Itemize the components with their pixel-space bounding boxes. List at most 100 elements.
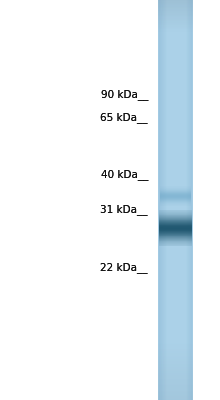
Bar bbox=[159, 218, 192, 219]
Bar bbox=[158, 300, 193, 302]
Bar bbox=[158, 264, 193, 266]
Bar bbox=[159, 210, 192, 211]
Bar bbox=[158, 220, 193, 222]
Bar bbox=[158, 360, 193, 362]
Bar bbox=[158, 52, 193, 54]
Bar bbox=[158, 215, 193, 216]
Bar bbox=[158, 293, 193, 295]
Bar bbox=[158, 387, 193, 388]
Bar bbox=[158, 317, 193, 319]
Bar bbox=[158, 388, 193, 390]
Bar bbox=[158, 236, 193, 238]
Bar bbox=[158, 259, 193, 260]
Bar bbox=[164, 0, 166, 400]
Bar bbox=[158, 225, 193, 227]
Bar bbox=[158, 227, 193, 228]
Bar bbox=[158, 47, 193, 48]
Bar bbox=[161, 0, 163, 400]
Bar bbox=[158, 192, 193, 194]
Bar bbox=[158, 177, 193, 179]
Bar bbox=[158, 357, 193, 359]
Bar bbox=[158, 325, 193, 327]
Bar bbox=[158, 336, 193, 338]
Bar bbox=[159, 234, 192, 235]
Bar bbox=[158, 311, 193, 312]
Bar bbox=[158, 327, 193, 328]
Bar bbox=[158, 281, 193, 283]
Bar bbox=[158, 85, 193, 87]
Bar bbox=[159, 228, 192, 229]
Bar bbox=[158, 196, 193, 198]
Bar bbox=[158, 163, 193, 164]
Bar bbox=[158, 136, 193, 138]
Bar bbox=[158, 389, 193, 391]
Bar bbox=[158, 191, 193, 192]
Bar bbox=[158, 21, 193, 23]
Bar bbox=[159, 0, 161, 400]
Bar bbox=[158, 271, 193, 272]
Bar bbox=[158, 87, 193, 88]
Bar bbox=[158, 63, 193, 64]
Bar bbox=[158, 340, 193, 342]
Bar bbox=[158, 99, 193, 100]
Bar bbox=[159, 231, 192, 232]
Bar bbox=[158, 216, 193, 218]
Bar bbox=[158, 383, 193, 384]
Bar bbox=[158, 19, 193, 20]
Bar bbox=[158, 315, 193, 316]
Bar bbox=[158, 161, 193, 163]
Bar bbox=[158, 251, 193, 252]
Bar bbox=[158, 117, 193, 119]
Bar bbox=[158, 231, 193, 232]
Bar bbox=[159, 220, 192, 221]
Bar bbox=[158, 221, 193, 223]
Bar bbox=[158, 131, 193, 132]
Bar bbox=[158, 148, 193, 150]
Bar bbox=[158, 179, 193, 180]
Bar bbox=[158, 32, 193, 34]
Bar bbox=[158, 75, 193, 76]
Bar bbox=[158, 245, 193, 247]
Bar bbox=[158, 173, 193, 175]
Bar bbox=[163, 0, 165, 400]
Bar bbox=[158, 204, 193, 206]
Bar bbox=[158, 180, 193, 182]
Bar bbox=[158, 273, 193, 275]
Bar bbox=[158, 48, 193, 50]
Bar bbox=[158, 384, 193, 386]
Bar bbox=[158, 25, 193, 27]
Bar bbox=[158, 261, 193, 263]
Bar bbox=[158, 119, 193, 120]
Bar bbox=[190, 0, 192, 400]
Bar bbox=[158, 241, 193, 243]
Bar bbox=[158, 181, 193, 183]
Text: 65 kDa__: 65 kDa__ bbox=[101, 112, 148, 124]
Bar bbox=[158, 4, 193, 6]
Bar bbox=[158, 363, 193, 364]
Bar bbox=[158, 112, 193, 114]
Bar bbox=[158, 0, 193, 2]
Bar bbox=[158, 67, 193, 68]
Bar bbox=[158, 89, 193, 91]
Bar bbox=[158, 343, 193, 344]
Bar bbox=[158, 301, 193, 303]
Bar bbox=[159, 214, 192, 215]
Bar bbox=[159, 237, 192, 238]
Bar bbox=[158, 391, 193, 392]
Bar bbox=[158, 7, 193, 8]
Bar bbox=[158, 292, 193, 294]
Bar bbox=[162, 0, 164, 400]
Bar bbox=[158, 248, 193, 250]
Bar bbox=[158, 113, 193, 115]
Bar bbox=[158, 372, 193, 374]
Bar bbox=[158, 339, 193, 340]
Bar bbox=[158, 252, 193, 254]
Bar bbox=[158, 84, 193, 86]
Bar bbox=[158, 364, 193, 366]
Bar bbox=[159, 226, 192, 227]
Bar bbox=[158, 79, 193, 80]
Bar bbox=[158, 76, 193, 78]
Bar bbox=[158, 56, 193, 58]
Bar bbox=[158, 275, 193, 276]
Bar bbox=[158, 169, 193, 171]
